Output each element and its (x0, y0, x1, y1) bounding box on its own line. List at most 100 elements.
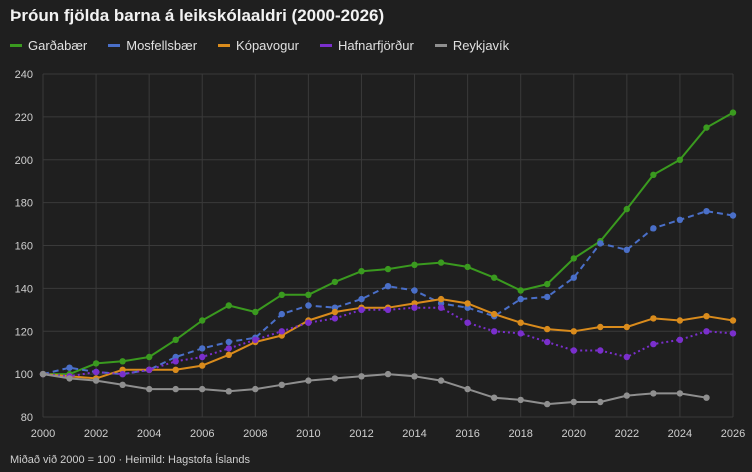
data-point-gardabaer[interactable] (676, 156, 684, 163)
data-point-gardabaer[interactable] (650, 171, 657, 178)
data-point-reykjavik[interactable] (39, 370, 47, 378)
data-point-gardabaer[interactable] (570, 255, 577, 262)
data-point-hafnarfjordur[interactable] (597, 347, 604, 354)
data-point-mosfellsbaer[interactable] (570, 274, 577, 281)
data-point-mosfellsbaer[interactable] (384, 283, 392, 290)
data-point-gardabaer[interactable] (172, 336, 179, 343)
data-point-hafnarfjordur[interactable] (703, 328, 710, 335)
data-point-gardabaer[interactable] (199, 317, 206, 324)
data-point-kopavogur[interactable] (464, 300, 471, 307)
data-point-kopavogur[interactable] (225, 351, 232, 358)
data-point-reykjavik[interactable] (676, 390, 684, 397)
data-point-gardabaer[interactable] (92, 360, 100, 367)
data-point-reykjavik[interactable] (491, 394, 498, 401)
data-point-reykjavik[interactable] (119, 381, 126, 388)
data-point-mosfellsbaer[interactable] (225, 338, 232, 346)
data-point-reykjavik[interactable] (517, 396, 524, 404)
data-point-reykjavik[interactable] (146, 385, 153, 393)
data-point-hafnarfjordur[interactable] (199, 353, 206, 361)
data-point-hafnarfjordur[interactable] (119, 370, 126, 378)
data-point-hafnarfjordur[interactable] (517, 330, 524, 337)
data-point-reykjavik[interactable] (66, 375, 73, 382)
data-point-kopavogur[interactable] (597, 323, 604, 331)
data-point-hafnarfjordur[interactable] (92, 368, 100, 376)
data-point-gardabaer[interactable] (278, 291, 285, 298)
data-point-gardabaer[interactable] (729, 109, 737, 116)
data-point-mosfellsbaer[interactable] (305, 302, 312, 309)
data-point-reykjavik[interactable] (597, 398, 604, 406)
data-point-hafnarfjordur[interactable] (491, 328, 498, 335)
data-point-hafnarfjordur[interactable] (437, 304, 445, 311)
legend-item-reykjavik[interactable]: Reykjavík (434, 38, 509, 53)
data-point-reykjavik[interactable] (703, 394, 710, 401)
data-point-hafnarfjordur[interactable] (650, 340, 657, 348)
data-point-gardabaer[interactable] (119, 358, 126, 365)
legend-item-mosfellsbaer[interactable]: Mosfellsbær (108, 38, 197, 53)
data-point-mosfellsbaer[interactable] (623, 246, 630, 253)
data-point-reykjavik[interactable] (358, 373, 365, 380)
data-point-mosfellsbaer[interactable] (66, 364, 73, 371)
data-point-kopavogur[interactable] (517, 319, 524, 326)
data-point-kopavogur[interactable] (676, 317, 684, 324)
data-point-mosfellsbaer[interactable] (517, 295, 524, 303)
data-point-reykjavik[interactable] (225, 388, 232, 395)
data-point-reykjavik[interactable] (650, 390, 657, 397)
data-point-gardabaer[interactable] (544, 280, 551, 288)
data-point-gardabaer[interactable] (623, 205, 630, 213)
data-point-reykjavik[interactable] (411, 373, 418, 380)
data-point-hafnarfjordur[interactable] (570, 347, 577, 354)
data-point-kopavogur[interactable] (331, 308, 339, 316)
data-point-mosfellsbaer[interactable] (676, 216, 684, 223)
data-point-reykjavik[interactable] (623, 392, 630, 399)
data-point-mosfellsbaer[interactable] (358, 295, 365, 303)
data-point-hafnarfjordur[interactable] (358, 306, 365, 313)
data-point-hafnarfjordur[interactable] (225, 345, 232, 352)
data-point-hafnarfjordur[interactable] (305, 319, 312, 326)
data-point-hafnarfjordur[interactable] (252, 336, 259, 343)
data-point-hafnarfjordur[interactable] (384, 306, 392, 313)
data-point-gardabaer[interactable] (252, 308, 259, 316)
data-point-gardabaer[interactable] (305, 291, 312, 298)
data-point-gardabaer[interactable] (411, 261, 418, 268)
data-point-gardabaer[interactable] (146, 353, 153, 361)
data-point-gardabaer[interactable] (491, 274, 498, 281)
data-point-gardabaer[interactable] (358, 268, 365, 275)
data-point-reykjavik[interactable] (384, 370, 392, 378)
data-point-kopavogur[interactable] (544, 325, 551, 333)
data-point-mosfellsbaer[interactable] (278, 310, 285, 318)
data-point-reykjavik[interactable] (331, 375, 339, 382)
data-point-mosfellsbaer[interactable] (703, 208, 710, 215)
data-point-reykjavik[interactable] (92, 377, 100, 384)
data-point-reykjavik[interactable] (464, 385, 471, 393)
data-point-hafnarfjordur[interactable] (676, 336, 684, 343)
data-point-reykjavik[interactable] (278, 381, 285, 388)
data-point-kopavogur[interactable] (729, 317, 737, 324)
data-point-kopavogur[interactable] (623, 323, 630, 331)
data-point-reykjavik[interactable] (252, 385, 259, 393)
data-point-hafnarfjordur[interactable] (172, 358, 179, 365)
data-point-mosfellsbaer[interactable] (650, 225, 657, 232)
data-point-mosfellsbaer[interactable] (729, 212, 737, 219)
legend-item-gardabaer[interactable]: Garðabær (10, 38, 87, 53)
data-point-kopavogur[interactable] (703, 313, 710, 320)
data-point-hafnarfjordur[interactable] (331, 315, 339, 322)
data-point-hafnarfjordur[interactable] (464, 319, 471, 326)
data-point-kopavogur[interactable] (491, 310, 498, 318)
data-point-gardabaer[interactable] (225, 302, 232, 309)
data-point-mosfellsbaer[interactable] (411, 287, 418, 294)
data-point-gardabaer[interactable] (703, 124, 710, 131)
data-point-hafnarfjordur[interactable] (623, 353, 630, 361)
data-point-gardabaer[interactable] (437, 259, 445, 266)
data-point-hafnarfjordur[interactable] (729, 330, 737, 337)
legend-item-kopavogur[interactable]: Kópavogur (218, 38, 299, 53)
data-point-reykjavik[interactable] (199, 385, 206, 393)
data-point-kopavogur[interactable] (437, 295, 445, 303)
data-point-reykjavik[interactable] (570, 398, 577, 406)
data-point-hafnarfjordur[interactable] (411, 304, 418, 311)
legend-item-hafnarfjordur[interactable]: Hafnarfjörður (319, 38, 414, 53)
data-point-mosfellsbaer[interactable] (199, 345, 206, 352)
data-point-reykjavik[interactable] (544, 400, 551, 408)
data-point-reykjavik[interactable] (172, 385, 179, 393)
data-point-gardabaer[interactable] (331, 278, 339, 286)
data-point-gardabaer[interactable] (384, 265, 392, 273)
